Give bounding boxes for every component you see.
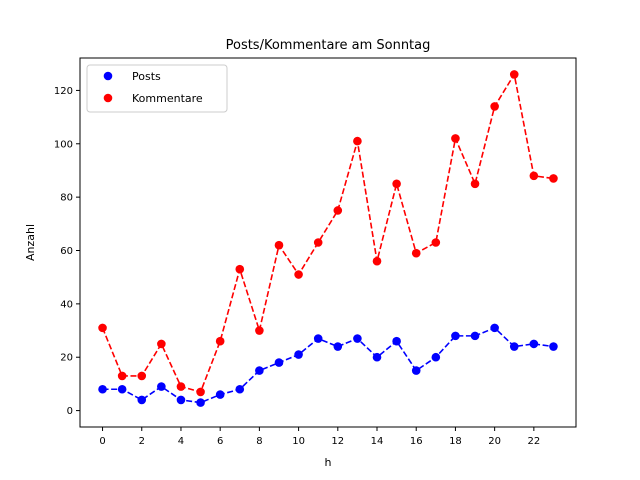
point-kommentare-8 xyxy=(255,326,264,335)
y-tick-label-40: 40 xyxy=(60,299,73,310)
y-tick-label-80: 80 xyxy=(60,193,73,204)
point-kommentare-15 xyxy=(392,179,401,189)
point-posts-23 xyxy=(549,342,558,351)
y-tick-label-100: 100 xyxy=(54,139,73,150)
point-kommentare-13 xyxy=(353,136,362,146)
point-kommentare-18 xyxy=(451,134,460,143)
x-tick-label-14: 14 xyxy=(371,436,384,447)
point-kommentare-10 xyxy=(294,270,303,279)
legend: Posts Kommentare xyxy=(86,64,228,113)
point-posts-1 xyxy=(117,384,127,394)
legend-marker-kommentare xyxy=(103,93,113,103)
point-kommentare-20 xyxy=(490,102,499,111)
point-kommentare-0 xyxy=(98,323,107,333)
legend-label-posts: Posts xyxy=(132,70,161,83)
point-kommentare-2 xyxy=(137,371,147,381)
point-posts-11 xyxy=(313,334,323,343)
point-posts-16 xyxy=(411,366,421,375)
point-posts-3 xyxy=(157,382,166,391)
point-kommentare-14 xyxy=(372,256,382,266)
legend-label-kommentare: Kommentare xyxy=(132,92,203,105)
point-kommentare-9 xyxy=(274,240,284,250)
y-tick-label-60: 60 xyxy=(60,246,73,257)
point-kommentare-12 xyxy=(333,206,343,215)
point-kommentare-17 xyxy=(431,238,441,247)
legend-frame xyxy=(86,64,228,113)
series-layer xyxy=(98,70,558,407)
point-posts-22 xyxy=(529,339,539,349)
y-axis: 0 20 40 60 80 100 120 xyxy=(54,86,80,417)
point-kommentare-7 xyxy=(235,264,245,274)
point-posts-4 xyxy=(176,395,186,405)
x-tick-label-2: 2 xyxy=(139,436,145,447)
point-posts-12 xyxy=(333,342,343,351)
point-kommentare-6 xyxy=(215,336,225,346)
point-posts-7 xyxy=(235,384,245,394)
plot-area xyxy=(80,58,576,427)
legend-marker-posts xyxy=(103,71,113,81)
point-posts-2 xyxy=(137,395,147,405)
x-axis: 0 2 4 6 8 10 12 14 16 18 20 22 xyxy=(99,427,540,447)
x-tick-label-8: 8 xyxy=(256,436,262,447)
x-tick-label-20: 20 xyxy=(488,436,501,447)
y-tick-label-120: 120 xyxy=(54,86,73,97)
x-axis-label: h xyxy=(325,456,332,469)
point-kommentare-11 xyxy=(313,238,323,247)
y-axis-label: Anzahl xyxy=(24,224,37,261)
point-kommentare-21 xyxy=(509,70,519,79)
point-posts-8 xyxy=(255,366,264,375)
x-tick-label-6: 6 xyxy=(217,436,223,447)
x-tick-label-18: 18 xyxy=(449,436,462,447)
point-posts-13 xyxy=(353,334,362,343)
point-posts-15 xyxy=(392,336,401,346)
point-kommentare-3 xyxy=(157,339,166,349)
plot-frame xyxy=(79,57,577,428)
point-kommentare-4 xyxy=(176,382,186,391)
x-tick-label-0: 0 xyxy=(99,436,105,447)
point-kommentare-16 xyxy=(411,248,421,258)
x-tick-label-4: 4 xyxy=(178,436,184,447)
x-tick-label-12: 12 xyxy=(331,436,344,447)
point-posts-18 xyxy=(451,331,460,341)
point-kommentare-19 xyxy=(470,179,480,189)
point-posts-14 xyxy=(372,352,382,362)
point-posts-5 xyxy=(196,398,205,407)
point-posts-19 xyxy=(470,331,480,341)
point-posts-6 xyxy=(215,390,225,399)
point-kommentare-1 xyxy=(117,371,127,381)
x-tick-label-16: 16 xyxy=(410,436,423,447)
point-posts-21 xyxy=(509,342,519,351)
point-posts-17 xyxy=(431,352,441,362)
x-tick-label-22: 22 xyxy=(527,436,540,447)
x-tick-label-10: 10 xyxy=(292,436,305,447)
point-kommentare-5 xyxy=(196,387,205,397)
point-posts-0 xyxy=(98,384,107,394)
y-tick-label-0: 0 xyxy=(67,406,73,417)
series-line-kommentare xyxy=(101,72,554,393)
point-posts-9 xyxy=(274,358,284,367)
point-posts-10 xyxy=(294,350,303,359)
chart-title: Posts/Kommentare am Sonntag xyxy=(226,38,431,53)
point-posts-20 xyxy=(490,323,499,333)
y-tick-label-20: 20 xyxy=(60,353,73,364)
point-kommentare-23 xyxy=(549,174,558,183)
point-kommentare-22 xyxy=(529,171,539,181)
